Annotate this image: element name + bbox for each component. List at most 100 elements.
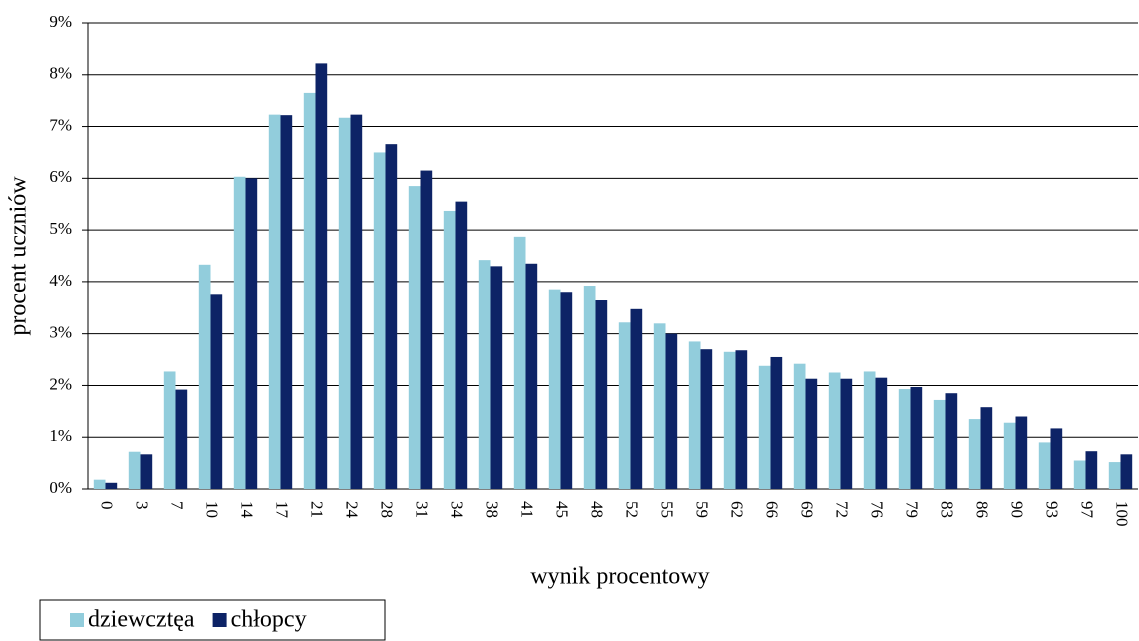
x-tick-label: 62 — [728, 501, 747, 518]
bar — [350, 114, 363, 489]
bar — [1085, 451, 1098, 489]
x-tick-label: 83 — [938, 501, 957, 518]
bar — [490, 266, 503, 489]
y-tick-label: 4% — [49, 271, 72, 290]
bar — [140, 454, 153, 489]
bar — [268, 114, 281, 489]
bar — [1003, 422, 1016, 489]
y-tick-label: 5% — [49, 219, 72, 238]
legend-label: dziewcztęa — [88, 607, 195, 633]
bar — [793, 363, 806, 489]
x-tick-label: 76 — [868, 501, 887, 518]
bar — [1050, 428, 1063, 489]
bar — [93, 479, 106, 489]
bar — [723, 351, 736, 489]
x-tick-label: 59 — [693, 501, 712, 518]
bar — [420, 170, 433, 490]
bar — [688, 341, 701, 489]
bar — [770, 356, 783, 489]
bar — [163, 371, 176, 489]
x-tick-label: 69 — [798, 501, 817, 518]
x-tick-label: 38 — [483, 501, 502, 518]
bar — [443, 210, 456, 489]
bar — [513, 236, 526, 489]
x-tick-label: 79 — [903, 501, 922, 518]
bar — [840, 378, 853, 489]
y-tick-label: 6% — [49, 167, 72, 186]
bar — [968, 419, 981, 489]
bar — [665, 333, 678, 489]
x-tick-label: 72 — [833, 501, 852, 518]
bar — [758, 365, 771, 489]
x-tick-label: 7 — [168, 501, 187, 510]
legend-box — [39, 599, 386, 641]
bar — [210, 294, 223, 489]
bar — [175, 389, 188, 489]
y-tick-label: 1% — [49, 426, 72, 445]
y-tick-label: 0% — [49, 478, 72, 497]
x-tick-label: 21 — [308, 501, 327, 518]
bar — [863, 371, 876, 489]
bar — [875, 377, 888, 489]
bar — [385, 144, 398, 489]
bar — [630, 308, 643, 489]
x-tick-label: 34 — [448, 501, 467, 519]
bar — [338, 117, 351, 490]
x-tick-label: 10 — [203, 501, 222, 518]
bar — [560, 292, 573, 489]
bar — [618, 322, 631, 489]
x-tick-label: 55 — [658, 501, 677, 518]
bar — [1015, 416, 1028, 489]
bar — [548, 289, 561, 489]
bar — [700, 349, 713, 489]
bar — [735, 350, 748, 489]
bar — [1038, 442, 1051, 489]
x-tick-label: 66 — [763, 501, 782, 518]
bar — [105, 482, 118, 489]
y-tick-label: 8% — [49, 64, 72, 83]
bar — [805, 378, 818, 489]
bar — [595, 300, 608, 489]
x-tick-label: 100 — [1113, 501, 1132, 527]
legend-label: chłopcy — [231, 607, 307, 633]
x-tick-label: 0 — [98, 501, 117, 510]
bar — [280, 115, 293, 490]
x-tick-label: 3 — [133, 501, 152, 510]
x-tick-label: 14 — [238, 501, 257, 519]
bar — [245, 178, 258, 490]
x-tick-label: 93 — [1043, 501, 1062, 518]
x-tick-label: 24 — [343, 501, 362, 519]
bar — [945, 393, 958, 489]
bar — [315, 63, 328, 490]
bar — [980, 407, 993, 489]
bar — [128, 451, 141, 489]
x-tick-label: 41 — [518, 501, 537, 518]
bar — [198, 264, 211, 489]
bar — [1073, 460, 1086, 489]
bar — [455, 201, 468, 489]
bar — [828, 372, 841, 489]
bar — [1108, 462, 1121, 489]
bar — [303, 92, 316, 490]
bar — [653, 323, 666, 489]
bar — [373, 152, 386, 489]
bar — [478, 260, 491, 489]
x-tick-label: 86 — [973, 501, 992, 518]
x-tick-label: 17 — [273, 501, 292, 519]
y-tick-label: 9% — [49, 12, 72, 31]
y-tick-label: 2% — [49, 374, 72, 393]
x-tick-label: 28 — [378, 501, 397, 518]
bar — [408, 186, 421, 489]
x-tick-label: 48 — [588, 501, 607, 518]
bar — [910, 386, 923, 489]
bar — [233, 176, 246, 489]
x-tick-label: 45 — [553, 501, 572, 518]
x-axis-title: wynik procentowy — [530, 564, 709, 590]
legend-swatch — [70, 613, 84, 627]
bar — [1120, 454, 1133, 489]
y-tick-label: 3% — [49, 323, 72, 342]
bar — [933, 399, 946, 489]
x-tick-label: 97 — [1078, 501, 1097, 519]
bar — [583, 286, 596, 489]
